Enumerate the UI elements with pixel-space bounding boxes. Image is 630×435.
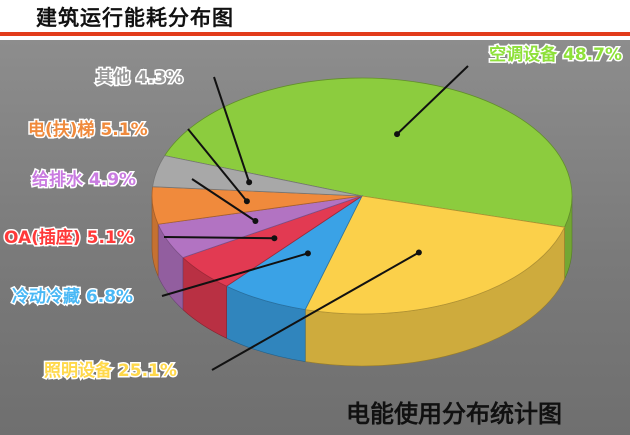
slice-label-4: 给排水 4.9% [32, 169, 136, 190]
leader-dot-4 [252, 218, 259, 225]
leader-line-3 [163, 236, 275, 240]
slice-label-2: 冷动冷藏 6.8% [12, 286, 133, 307]
slice-label-3: OA(插座) 5.1% [4, 227, 134, 248]
pie-slice-1 [304, 195, 566, 315]
chart-title: 电能使用分布统计图 [346, 400, 562, 428]
pie-slice-6 [152, 155, 363, 197]
leader-line-2 [161, 252, 309, 297]
slice-label-1: 照明设备 25.1% [44, 360, 177, 381]
leader-dot-3 [271, 235, 278, 242]
leader-line-5 [187, 128, 248, 202]
pie-slice-0 [164, 77, 573, 228]
leader-dot-1 [415, 249, 422, 256]
slice-labels: 空调设备 48.7% 照明设备 25.1% 冷动冷藏 6.8% OA(插座) 5.1%… [3, 43, 624, 383]
leader-line-6 [213, 76, 251, 183]
leader-dot-5 [243, 198, 250, 205]
leader-line-4 [191, 178, 256, 222]
slice-label-0: 空调设备 48.7% [489, 44, 622, 65]
leader-dot-6 [246, 179, 253, 186]
leader-dot-2 [304, 250, 311, 257]
slice-label-6: 其他 4.3% [96, 67, 183, 88]
leader-line-1 [211, 251, 420, 371]
title-underline [0, 32, 630, 36]
slice-label-5: 电(扶)梯 5.1% [28, 119, 148, 140]
leader-lines [161, 65, 469, 371]
leader-dot-0 [394, 131, 401, 138]
leader-line-0 [396, 65, 469, 135]
pie-3d-layer [151, 77, 573, 367]
page-title: 建筑运行能耗分布图 [36, 6, 234, 30]
